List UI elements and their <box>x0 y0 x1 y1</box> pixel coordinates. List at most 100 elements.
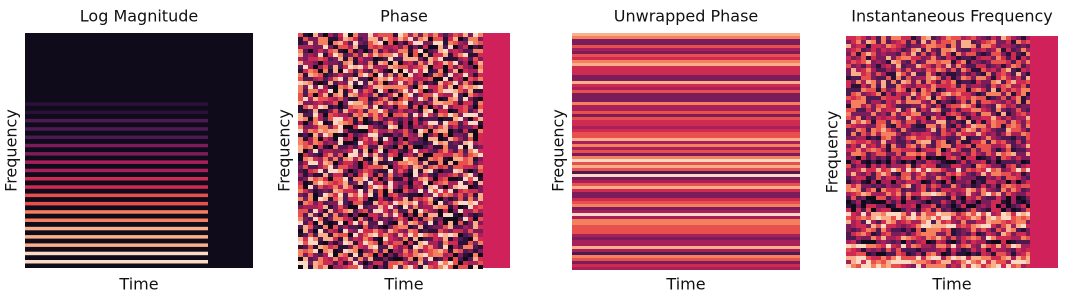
pixel <box>901 36 906 40</box>
pixel <box>961 196 966 200</box>
pixel <box>941 148 946 152</box>
pixel <box>861 148 866 152</box>
pixel <box>348 237 353 241</box>
pixel <box>976 96 981 100</box>
pixel <box>333 245 338 249</box>
pixel <box>363 89 368 93</box>
pixel <box>388 217 393 221</box>
pixel <box>851 84 856 88</box>
pixel <box>876 88 881 92</box>
pixel <box>1001 88 1006 92</box>
pixel <box>453 137 458 141</box>
pixel <box>951 188 956 192</box>
pixel <box>448 233 453 237</box>
pixel <box>303 217 308 221</box>
pixel <box>891 184 896 188</box>
pixel <box>881 260 886 264</box>
pixel <box>338 185 343 189</box>
pixel <box>443 157 448 161</box>
pixel <box>458 257 463 261</box>
pixel <box>866 204 871 208</box>
pixel <box>921 80 926 84</box>
pixel <box>846 252 851 256</box>
pixel <box>966 196 971 200</box>
pixel <box>1016 80 1021 84</box>
pixel <box>931 176 936 180</box>
pixel <box>911 44 916 48</box>
pixel <box>871 60 876 64</box>
pixel <box>971 152 976 156</box>
pixel <box>846 120 851 124</box>
pixel <box>956 208 961 212</box>
pixel <box>951 252 956 256</box>
pixel <box>423 33 428 37</box>
pixel <box>393 97 398 101</box>
pixel <box>298 237 303 241</box>
pixel <box>986 192 991 196</box>
pixel <box>966 112 971 116</box>
pixel <box>343 61 348 65</box>
pixel <box>906 40 911 44</box>
pixel <box>941 156 946 160</box>
pixel <box>308 161 313 165</box>
pixel <box>961 204 966 208</box>
pixel <box>433 109 438 113</box>
pixel <box>986 248 991 252</box>
pixel <box>926 64 931 68</box>
pixel <box>971 176 976 180</box>
pixel <box>338 213 343 217</box>
pixel <box>861 120 866 124</box>
pixel <box>851 164 856 168</box>
pixel <box>353 157 358 161</box>
harmonic <box>25 252 208 256</box>
pixel <box>911 172 916 176</box>
pixel <box>383 253 388 257</box>
pixel <box>921 164 926 168</box>
pixel <box>453 125 458 129</box>
pixel <box>353 177 358 181</box>
pixel <box>363 185 368 189</box>
pixel <box>986 44 991 48</box>
pixel <box>901 216 906 220</box>
pixel <box>403 105 408 109</box>
pixel <box>388 165 393 169</box>
pixel <box>403 77 408 81</box>
pixel <box>876 136 881 140</box>
pixel <box>428 217 433 221</box>
pixel <box>418 37 423 41</box>
pixel <box>866 36 871 40</box>
pixel <box>846 160 851 164</box>
pixel <box>911 108 916 112</box>
pixel <box>1011 220 1016 224</box>
pixel <box>876 36 881 40</box>
pixel <box>951 180 956 184</box>
pixel <box>901 248 906 252</box>
pixel <box>871 220 876 224</box>
pixel <box>961 136 966 140</box>
pixel <box>1016 140 1021 144</box>
pixel <box>438 265 443 269</box>
pixel <box>881 224 886 228</box>
pixel <box>448 181 453 185</box>
pixel <box>936 152 941 156</box>
pixel <box>478 101 483 105</box>
pixel <box>906 228 911 232</box>
pixel <box>458 237 463 241</box>
pixel <box>861 104 866 108</box>
pixel <box>846 156 851 160</box>
pixel <box>966 236 971 240</box>
pixel <box>428 33 433 37</box>
pixel <box>991 100 996 104</box>
pixel <box>388 265 393 269</box>
pixel <box>463 169 468 173</box>
pixel <box>981 68 986 72</box>
pixel <box>1006 72 1011 76</box>
pixel <box>936 60 941 64</box>
pixel <box>448 201 453 205</box>
pixel <box>921 140 926 144</box>
pixel <box>946 236 951 240</box>
pixel <box>966 52 971 56</box>
pixel <box>423 193 428 197</box>
pixel <box>298 229 303 233</box>
pixel <box>1016 184 1021 188</box>
